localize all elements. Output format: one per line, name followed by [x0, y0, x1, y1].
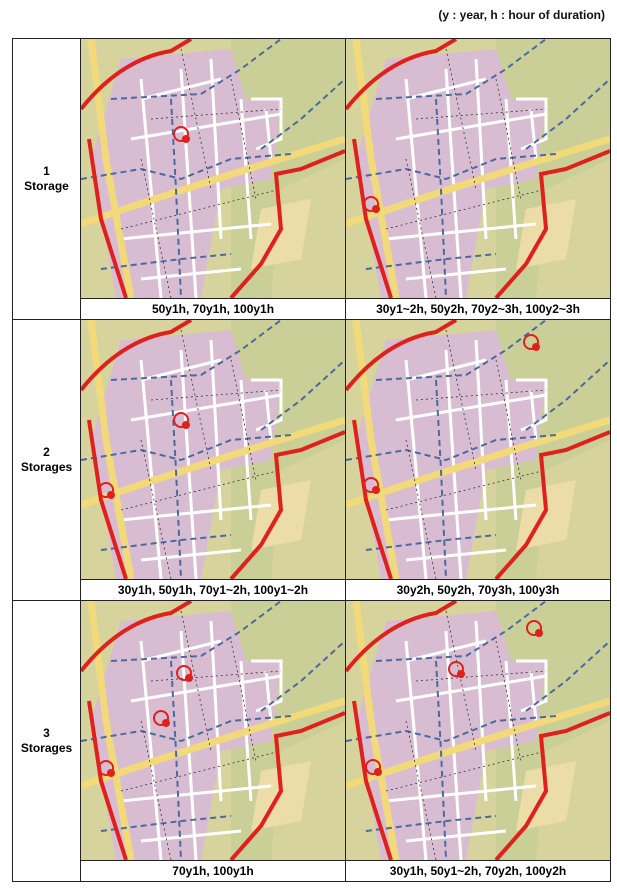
caption: 70y1h, 100y1h — [80, 860, 346, 882]
map-cell — [345, 38, 611, 299]
caption-row: 30y1h, 50y1h, 70y1~2h, 100y1~2h 30y2h, 50… — [13, 579, 611, 601]
caption: 30y1h, 50y1~2h, 70y2h, 100y2h — [345, 860, 611, 882]
map-cell — [80, 38, 346, 299]
caption-row: 70y1h, 100y1h 30y1h, 50y1~2h, 70y2h, 100y… — [13, 860, 611, 882]
map-cell — [80, 600, 346, 861]
caption: 30y1h, 50y1h, 70y1~2h, 100y1~2h — [80, 579, 346, 601]
row-label: 3 Storages — [12, 600, 81, 882]
caption: 30y2h, 50y2h, 70y3h, 100y3h — [345, 579, 611, 601]
base-map — [346, 601, 610, 860]
note: (y : year, h : hour of duration) — [438, 8, 605, 22]
base-map — [346, 39, 610, 298]
caption-row: 50y1h, 70y1h, 100y1h 30y1~2h, 50y2h, 70y2… — [13, 298, 611, 320]
row-label-line: 3 — [43, 726, 50, 740]
map — [81, 39, 345, 298]
caption: 30y1~2h, 50y2h, 70y2~3h, 100y2~3h — [345, 298, 611, 320]
map-cell — [80, 319, 346, 580]
results-table: 1 Storage 50y1h, 70y1h, 100y1h 30y1~2h, 50y… — [12, 38, 611, 882]
row-label: 2 Storages — [12, 319, 81, 601]
row-label-line: Storage — [24, 179, 69, 193]
map-cell — [345, 600, 611, 861]
row-label-line: Storages — [20, 741, 73, 755]
base-map — [81, 320, 345, 579]
map-row: 3 Storages — [12, 600, 611, 882]
map — [346, 320, 610, 579]
caption: 50y1h, 70y1h, 100y1h — [80, 298, 346, 320]
map-row: 1 Storage — [12, 38, 611, 320]
map — [81, 601, 345, 860]
base-map — [81, 39, 345, 298]
row-label: 1 Storage — [12, 38, 81, 320]
map-cell — [345, 319, 611, 580]
map — [81, 320, 345, 579]
row-label-line: Storages — [20, 460, 73, 474]
base-map — [81, 601, 345, 860]
map — [346, 601, 610, 860]
base-map — [346, 320, 610, 579]
row-label-line: 2 — [43, 445, 50, 459]
row-label-line: 1 — [43, 164, 50, 178]
map — [346, 39, 610, 298]
map-row: 2 Storages — [12, 319, 611, 601]
